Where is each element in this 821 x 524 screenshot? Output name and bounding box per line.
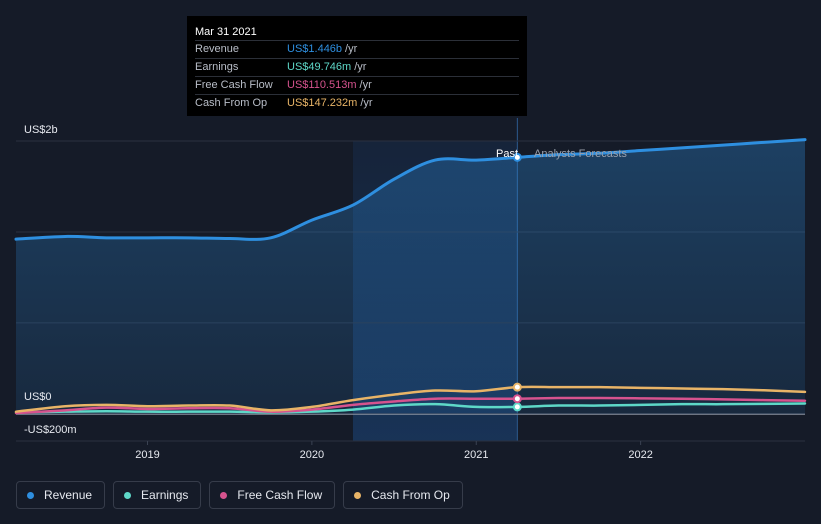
legend-dot-icon	[27, 491, 34, 499]
legend-item-free-cash-flow[interactable]: Free Cash Flow	[209, 481, 336, 509]
revenue-line	[14, 138, 807, 241]
past-label: Past	[496, 148, 518, 160]
x-tick-label: 2020	[300, 449, 324, 461]
legend-label: Earnings	[141, 488, 189, 502]
chart: US$2b US$0 -US$200m Past Analysts Foreca…	[14, 118, 807, 461]
y-label-bottom: -US$200m	[24, 424, 77, 436]
tooltip-value: US$1.446b	[287, 43, 343, 55]
tooltip-value: US$110.513m	[287, 79, 357, 91]
legend-dot-icon	[354, 491, 362, 499]
legend-item-cash-from-op[interactable]: Cash From Op	[343, 481, 463, 509]
tooltip-row-cash-from-op: Cash From Op US$147.232m /yr	[195, 94, 519, 112]
tooltip-name: Revenue	[195, 43, 240, 55]
tooltip-name: Free Cash Flow	[195, 79, 273, 91]
tooltip-name: Cash From Op	[195, 97, 268, 109]
tooltip-unit: /yr	[360, 97, 373, 109]
free-cash-flow-line	[14, 396, 807, 415]
forecast-label: Analysts Forecasts	[534, 148, 627, 160]
tooltip-unit: /yr	[354, 61, 367, 73]
tooltip-unit: /yr	[345, 43, 358, 55]
y-label-zero: US$0	[24, 391, 52, 403]
tooltip-date: Mar 31 2021	[195, 26, 257, 38]
free-cash-flow-marker	[512, 394, 522, 404]
legend-label: Cash From Op	[371, 488, 450, 502]
tooltip-value: US$49.746m	[287, 61, 352, 73]
legend-label: Free Cash Flow	[237, 488, 323, 502]
legend-item-earnings[interactable]: Earnings	[113, 481, 202, 509]
legend: Revenue Earnings Free Cash Flow Cash Fro…	[16, 481, 463, 509]
cash-from-op-marker	[512, 382, 522, 392]
legend-dot-icon	[220, 491, 228, 499]
revenue-area	[16, 139, 805, 414]
legend-dot-icon	[124, 491, 132, 499]
revenue-marker	[512, 152, 522, 162]
y-label-top: US$2b	[24, 124, 58, 136]
x-tick-label: 2019	[135, 449, 159, 461]
x-tick-label: 2021	[464, 449, 488, 461]
cash-from-op-line	[14, 385, 807, 413]
legend-item-revenue[interactable]: Revenue	[16, 481, 106, 509]
earnings-marker	[512, 402, 522, 412]
x-tick-label: 2022	[628, 449, 652, 461]
tooltip-value: US$147.232m	[287, 97, 358, 109]
earnings-line	[14, 402, 807, 414]
legend-label: Revenue	[44, 488, 93, 502]
tooltip-unit: /yr	[359, 79, 372, 91]
tooltip-row-earnings: Earnings US$49.746m /yr	[195, 58, 519, 76]
tooltip-row-free-cash-flow: Free Cash Flow US$110.513m /yr	[195, 76, 519, 94]
tooltip-name: Earnings	[195, 61, 239, 73]
tooltip-row-revenue: Revenue US$1.446b /yr	[195, 40, 519, 58]
tooltip: Mar 31 2021 Revenue US$1.446b /yr Earnin…	[187, 16, 527, 116]
